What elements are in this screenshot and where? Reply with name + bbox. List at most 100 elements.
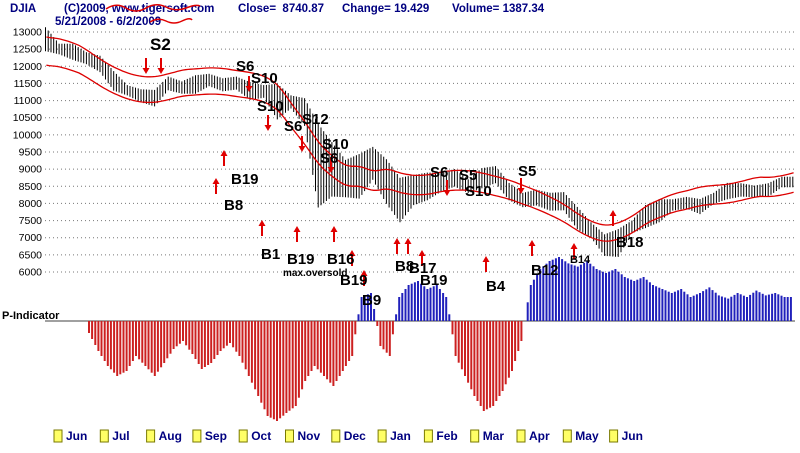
y-axis-label: 11000 (14, 95, 43, 107)
pindicator-bar-negative (454, 321, 457, 356)
buy-arrow-head (528, 240, 536, 246)
pindicator-bar-negative (391, 321, 394, 335)
pindicator-bar-positive (730, 296, 733, 321)
signal-s6: S6 (236, 58, 254, 75)
pindicator-bar-negative (464, 321, 466, 376)
pindicator-bar-negative (511, 321, 513, 371)
month-tick (146, 429, 156, 443)
pindicator-bar-positive (620, 274, 623, 321)
pindicator-bar-negative (332, 321, 335, 386)
pindicator-bar-positive (445, 297, 448, 321)
signal-s5: S5 (518, 163, 536, 180)
pindicator-bar-positive (404, 289, 407, 321)
pindicator-bar-negative (329, 321, 332, 383)
pindicator-bar-negative (150, 321, 153, 373)
pindicator-bar-negative (338, 321, 341, 376)
pindicator-bar-positive (783, 297, 786, 321)
pindicator-bar-negative (379, 321, 382, 346)
pindicator-bar-negative (310, 321, 313, 371)
month-label: May (575, 429, 599, 443)
pindicator-bar-positive (752, 292, 755, 321)
pindicator-bar-positive (426, 289, 429, 321)
month-label: Mar (483, 429, 505, 443)
signal-b9: B9 (362, 292, 381, 309)
pindicator-bar-positive (429, 287, 432, 321)
y-axis-label: 9500 (19, 147, 43, 159)
pindicator-bar-negative (473, 321, 476, 396)
pindicator-bar-positive (435, 285, 438, 321)
pindicator-bar-positive (648, 282, 651, 321)
pindicator-bar-positive (705, 289, 708, 321)
pindicator-bar-positive (595, 269, 598, 321)
pindicator-bar-negative (185, 321, 188, 346)
pindicator-bar-negative (172, 321, 175, 349)
pindicator-bar-positive (786, 297, 789, 321)
pindicator-bar-negative (116, 321, 119, 376)
y-axis-label: 7500 (19, 215, 43, 227)
pindicator-bar-positive (398, 297, 401, 321)
pindicator-bar-negative (97, 321, 100, 351)
y-axis-label: 9000 (19, 164, 43, 176)
month-label: Sep (205, 429, 227, 443)
pindicator-bar-negative (197, 321, 200, 364)
pindicator-bar-positive (777, 294, 780, 321)
pindicator-bar-positive (714, 292, 717, 321)
close-value: Close= 8740.87 (238, 3, 324, 15)
pindicator-bar-positive (764, 295, 767, 321)
month-tick (562, 429, 572, 443)
pindicator-bar-positive (589, 263, 592, 321)
pindicator-bar-negative (316, 321, 319, 370)
pindicator-bar-positive (630, 279, 633, 321)
pindicator-bar-negative (203, 321, 206, 367)
pindicator-bar-negative (341, 321, 344, 371)
pindicator-bar-positive (680, 289, 683, 321)
sell-arrow-head (142, 68, 150, 74)
pindicator-bar-negative (141, 321, 144, 363)
signal-b17: B17 (409, 260, 437, 277)
pindicator-bar-negative (297, 321, 300, 398)
pindicator-bar-negative (147, 321, 150, 370)
pindicator-bar-negative (326, 321, 329, 380)
pindicator-bar-positive (614, 269, 617, 321)
upper-band-line (46, 36, 794, 226)
pindicator-bar-positive (667, 291, 670, 321)
pindicator-bar-negative (260, 321, 263, 403)
pindicator-bar-negative (194, 321, 197, 359)
buy-arrow-head (609, 210, 617, 216)
pindicator-bar-positive (670, 293, 673, 321)
pindicator-bar-positive (576, 266, 579, 321)
pindicator-bar-negative (213, 321, 216, 359)
pindicator-bar-negative (294, 321, 297, 406)
signal-s12: S12 (302, 111, 329, 128)
sell-arrow-head (298, 146, 306, 152)
pindicator-bar-negative (504, 321, 507, 385)
pindicator-bar-negative (276, 321, 278, 421)
lower-band-line (46, 64, 794, 242)
signal-s6: S6 (320, 150, 338, 167)
pindicator-bar-negative (103, 321, 106, 361)
pindicator-bar-negative (163, 321, 166, 363)
pindicator-bar-positive (724, 297, 727, 321)
pindicator-bar-positive (746, 297, 748, 321)
month-tick (470, 429, 480, 443)
pindicator-bar-negative (175, 321, 178, 347)
y-axis-label: 6000 (19, 267, 43, 279)
pindicator-bar-negative (241, 321, 244, 363)
pindicator-bar-positive (370, 293, 372, 321)
signal-s6: S6 (284, 118, 302, 135)
buy-arrow-head (393, 238, 401, 244)
buy-arrow-head (570, 243, 578, 249)
pindicator-bar-negative (200, 321, 203, 369)
pindicator-bar-positive (686, 294, 689, 321)
month-label: Jan (390, 429, 411, 443)
sell-arrow-head (157, 68, 165, 74)
pindicator-bar-positive (536, 274, 539, 321)
signal-max-oversold: max.oversold (283, 268, 347, 279)
pindicator-bar-positive (652, 285, 654, 321)
signal-s10: S10 (257, 98, 284, 115)
pindicator-bar-positive (720, 296, 723, 321)
pindicator-bar-positive (357, 314, 360, 321)
month-tick (377, 429, 387, 443)
sell-arrow-head (517, 188, 525, 194)
